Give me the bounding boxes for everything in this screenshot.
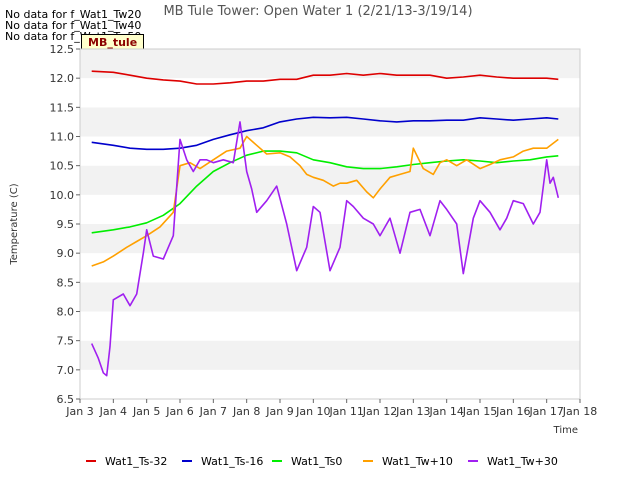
x-tick-label: Jan 15 — [462, 405, 497, 418]
y-tick-label: 8.0 — [57, 306, 75, 319]
x-tick-label: Jan 6 — [165, 405, 193, 418]
site-label-badge: MB_tule — [81, 34, 145, 51]
y-tick-label: 6.5 — [57, 393, 75, 406]
legend-label: Wat1_Ts0 — [291, 455, 342, 468]
grid-band — [80, 165, 580, 195]
x-axis: Jan 3 Jan 4 Jan 5 Jan 6 Jan 7 Jan 8 Jan 9 Jan 1… — [65, 399, 597, 418]
grid-band — [80, 340, 580, 370]
y-tick-label: 11.5 — [50, 101, 75, 114]
grid-band — [80, 49, 580, 79]
grid-band — [80, 194, 580, 224]
y-tick-label: 9.5 — [57, 218, 75, 231]
y-tick-label: 7.0 — [57, 364, 75, 377]
x-tick-label: Jan 12 — [362, 405, 397, 418]
grid-band — [80, 107, 580, 137]
legend-label: Wat1_Ts-32 — [105, 455, 167, 468]
grid-bands — [80, 49, 580, 399]
grid-band — [80, 311, 580, 341]
x-tick-label: Jan 13 — [395, 405, 430, 418]
chart-title: MB Tule Tower: Open Water 1 (2/21/13-3/1… — [163, 4, 472, 19]
x-tick-label: Jan 11 — [328, 405, 363, 418]
x-tick-label: Jan 8 — [232, 405, 260, 418]
grid-band — [80, 369, 580, 399]
no-data-note-tw40: No data for f_Wat1_Tw40 — [5, 19, 142, 32]
x-axis-label: Time — [553, 425, 578, 436]
x-tick-label: Jan 9 — [265, 405, 293, 418]
y-axis: 6.5 7.0 7.5 8.0 8.5 9.0 9.5 10.0 10.5 11.0 11.5 12.… — [50, 43, 80, 406]
legend-label: Wat1_Tw+30 — [487, 455, 558, 468]
y-tick-label: 12.0 — [50, 72, 75, 85]
series-line-wat1-tw-30 — [90, 121, 560, 377]
y-tick-label: 11.0 — [50, 131, 75, 144]
x-tick-label: Jan 3 — [65, 405, 93, 418]
series-line-wat1-tw-10 — [91, 135, 559, 267]
x-tick-label: Jan 10 — [295, 405, 330, 418]
y-tick-label: 10.5 — [50, 160, 75, 173]
legend-label: Wat1_Tw+10 — [382, 455, 453, 468]
y-tick-label: 12.5 — [50, 43, 75, 56]
legend: Wat1_Ts-32 Wat1_Ts-16 Wat1_Ts0 Wat1_Tw+10 Wa… — [86, 455, 558, 468]
x-tick-label: Jan 5 — [132, 405, 160, 418]
x-tick-label: Jan 16 — [495, 405, 530, 418]
x-tick-label: Jan 14 — [428, 405, 463, 418]
x-tick-label: Jan 7 — [199, 405, 227, 418]
series-line-wat1-ts-16 — [91, 116, 559, 151]
y-tick-label: 7.5 — [57, 335, 75, 348]
y-axis-label: Temperature (C) — [9, 183, 20, 265]
x-tick-label: Jan 18 — [562, 405, 597, 418]
series-line-wat1-ts-32 — [91, 70, 559, 85]
legend-label: Wat1_Ts-16 — [201, 455, 263, 468]
y-tick-label: 8.5 — [57, 276, 75, 289]
x-tick-label: Jan 4 — [99, 405, 127, 418]
no-data-note-tw20: No data for f_Wat1_Tw20 — [5, 8, 142, 21]
series-lines — [90, 70, 560, 377]
y-tick-label: 10.0 — [50, 189, 75, 202]
grid-band — [80, 78, 580, 108]
x-tick-label: Jan 17 — [528, 405, 563, 418]
grid-band — [80, 224, 580, 254]
y-tick-label: 9.0 — [57, 247, 75, 260]
grid-band — [80, 282, 580, 312]
